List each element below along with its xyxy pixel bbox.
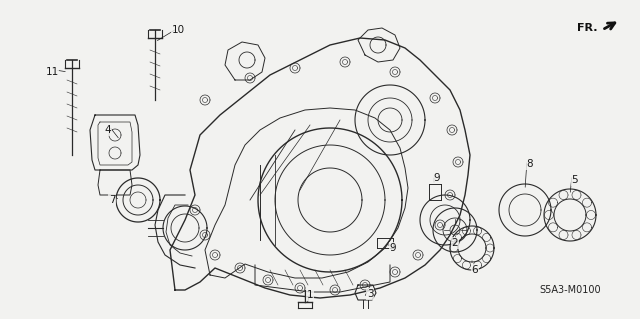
Text: S5A3-M0100: S5A3-M0100 xyxy=(539,285,601,295)
Text: 1: 1 xyxy=(307,290,314,300)
Text: 9: 9 xyxy=(434,173,440,183)
Text: 3: 3 xyxy=(367,289,373,299)
Text: 9: 9 xyxy=(390,243,396,253)
Text: 11: 11 xyxy=(45,67,59,77)
Text: FR.: FR. xyxy=(577,23,598,33)
Text: 4: 4 xyxy=(105,125,111,135)
Text: 7: 7 xyxy=(109,195,115,205)
Text: 2: 2 xyxy=(452,238,458,248)
Text: 6: 6 xyxy=(472,265,478,275)
Text: 5: 5 xyxy=(572,175,579,185)
Text: 8: 8 xyxy=(527,159,533,169)
Text: 10: 10 xyxy=(172,25,184,35)
